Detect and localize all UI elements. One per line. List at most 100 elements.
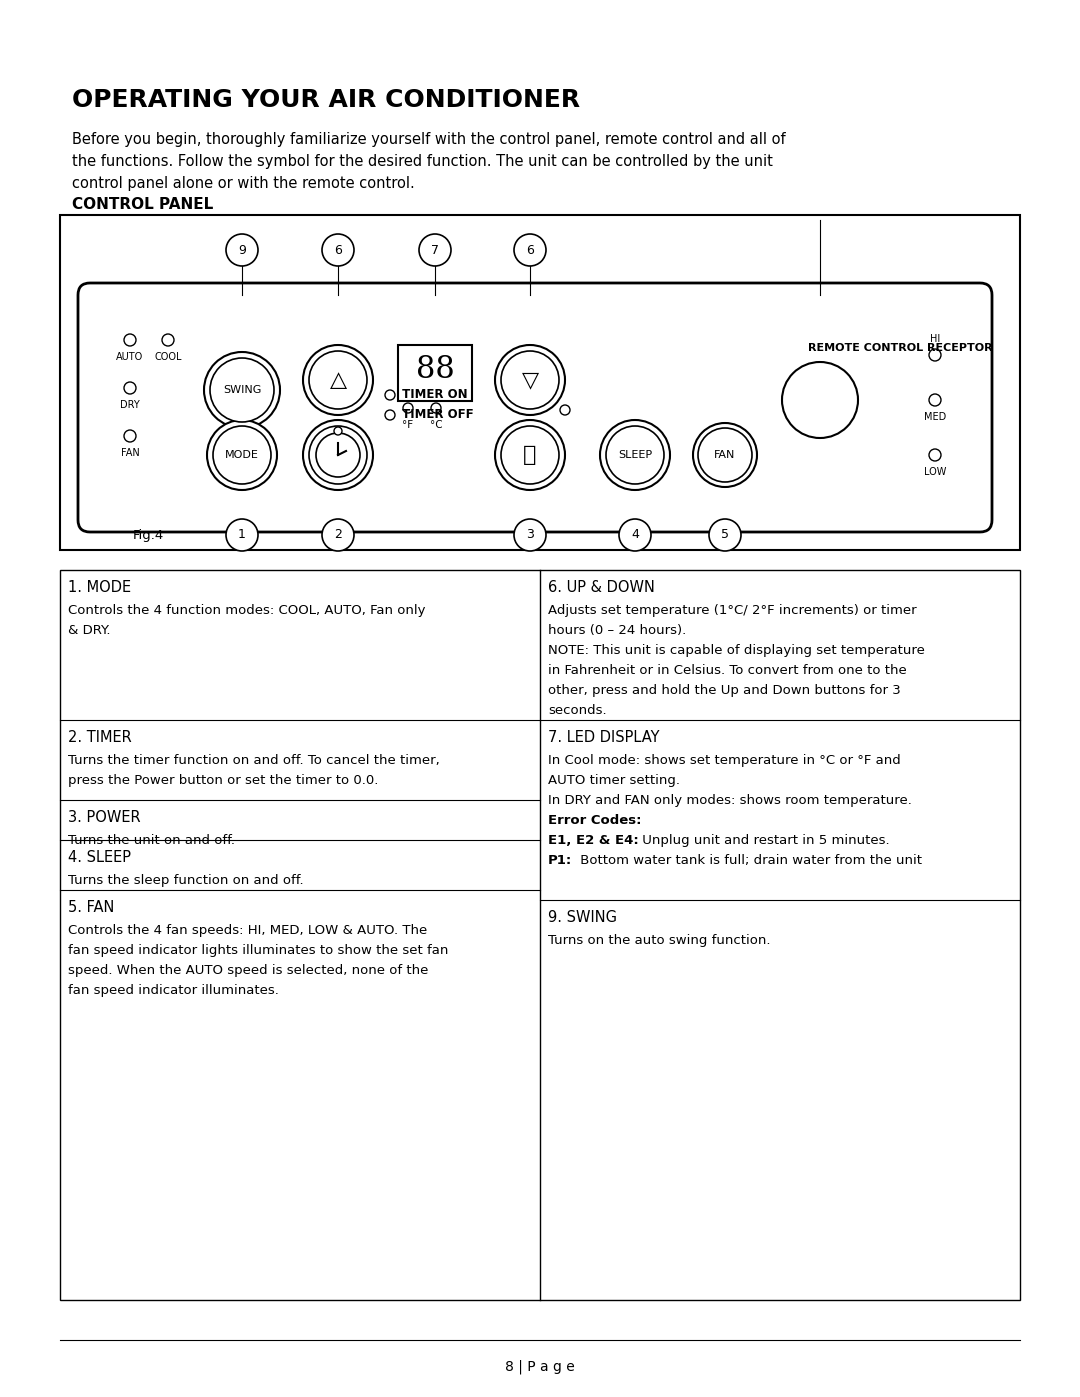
Circle shape — [226, 235, 258, 265]
Text: 7. LED DISPLAY: 7. LED DISPLAY — [548, 731, 660, 745]
Text: OPERATING YOUR AIR CONDITIONER: OPERATING YOUR AIR CONDITIONER — [72, 88, 580, 112]
Text: 🕐: 🕐 — [333, 446, 343, 464]
Circle shape — [316, 433, 360, 476]
Text: FAN: FAN — [121, 448, 139, 458]
Circle shape — [322, 235, 354, 265]
Text: in Fahrenheit or in Celsius. To convert from one to the: in Fahrenheit or in Celsius. To convert … — [548, 664, 907, 678]
Text: control panel alone or with the remote control.: control panel alone or with the remote c… — [72, 176, 415, 191]
Text: MED: MED — [923, 412, 946, 422]
Text: 4: 4 — [631, 528, 639, 542]
Bar — [60, 215, 1020, 550]
Circle shape — [162, 334, 174, 346]
Text: 3. POWER: 3. POWER — [68, 810, 140, 826]
Text: press the Power button or set the timer to 0.0.: press the Power button or set the timer … — [68, 774, 378, 787]
Circle shape — [782, 362, 858, 439]
Circle shape — [334, 427, 342, 434]
Text: Error Codes:: Error Codes: — [548, 814, 642, 827]
Text: AUTO: AUTO — [117, 352, 144, 362]
Text: 7: 7 — [431, 243, 438, 257]
Text: 6: 6 — [526, 243, 534, 257]
Text: 8 | P a g e: 8 | P a g e — [505, 1361, 575, 1375]
Text: seconds.: seconds. — [548, 704, 607, 717]
Circle shape — [606, 426, 664, 483]
Text: MODE: MODE — [225, 450, 259, 460]
Circle shape — [403, 402, 413, 414]
Text: 88: 88 — [416, 355, 455, 386]
Text: HI: HI — [930, 334, 940, 344]
Text: E1, E2 & E4:: E1, E2 & E4: — [548, 834, 638, 847]
Text: NOTE: This unit is capable of displaying set temperature: NOTE: This unit is capable of displaying… — [548, 644, 924, 657]
Circle shape — [514, 520, 546, 550]
Text: ▽: ▽ — [522, 370, 539, 390]
Circle shape — [561, 405, 570, 415]
FancyBboxPatch shape — [78, 284, 993, 532]
Text: 6: 6 — [334, 243, 342, 257]
Text: Before you begin, thoroughly familiarize yourself with the control panel, remote: Before you begin, thoroughly familiarize… — [72, 131, 785, 147]
Text: °C: °C — [430, 420, 443, 430]
Text: 2: 2 — [334, 528, 342, 542]
Text: Turns the timer function on and off. To cancel the timer,: Turns the timer function on and off. To … — [68, 754, 440, 767]
Circle shape — [619, 520, 651, 550]
Text: Unplug unit and restart in 5 minutes.: Unplug unit and restart in 5 minutes. — [638, 834, 890, 847]
Text: 5. FAN: 5. FAN — [68, 900, 114, 915]
Text: Controls the 4 fan speeds: HI, MED, LOW & AUTO. The: Controls the 4 fan speeds: HI, MED, LOW … — [68, 923, 428, 937]
Circle shape — [309, 351, 367, 409]
Text: COOL: COOL — [154, 352, 181, 362]
Text: AUTO timer setting.: AUTO timer setting. — [548, 774, 680, 787]
Text: 4. SLEEP: 4. SLEEP — [68, 849, 131, 865]
Text: Bottom water tank is full; drain water from the unit: Bottom water tank is full; drain water f… — [576, 854, 922, 868]
Text: TIMER OFF: TIMER OFF — [399, 408, 474, 422]
Circle shape — [525, 422, 535, 432]
Text: CONTROL PANEL: CONTROL PANEL — [72, 197, 213, 212]
Text: Fig.4: Fig.4 — [133, 528, 164, 542]
Text: TIMER ON: TIMER ON — [399, 388, 468, 401]
Circle shape — [708, 520, 741, 550]
Circle shape — [226, 520, 258, 550]
Circle shape — [431, 402, 441, 414]
Circle shape — [207, 420, 276, 490]
Text: Turns on the auto swing function.: Turns on the auto swing function. — [548, 935, 770, 947]
Text: 9. SWING: 9. SWING — [548, 909, 617, 925]
Text: fan speed indicator illuminates.: fan speed indicator illuminates. — [68, 983, 279, 997]
Text: speed. When the AUTO speed is selected, none of the: speed. When the AUTO speed is selected, … — [68, 964, 429, 977]
Circle shape — [124, 381, 136, 394]
Circle shape — [495, 345, 565, 415]
Text: 5: 5 — [721, 528, 729, 542]
Text: & DRY.: & DRY. — [68, 624, 110, 637]
Circle shape — [213, 426, 271, 483]
Text: fan speed indicator lights illuminates to show the set fan: fan speed indicator lights illuminates t… — [68, 944, 448, 957]
Circle shape — [204, 352, 280, 427]
Text: °F: °F — [403, 420, 414, 430]
Text: 1: 1 — [238, 528, 246, 542]
Text: SWING: SWING — [222, 386, 261, 395]
Circle shape — [124, 334, 136, 346]
Text: P1:: P1: — [548, 854, 572, 868]
Text: SLEEP: SLEEP — [618, 450, 652, 460]
Text: Adjusts set temperature (1°C/ 2°F increments) or timer: Adjusts set temperature (1°C/ 2°F increm… — [548, 604, 917, 617]
Text: 3: 3 — [526, 528, 534, 542]
Text: REMOTE CONTROL RECEPTOR: REMOTE CONTROL RECEPTOR — [808, 344, 993, 353]
Circle shape — [384, 409, 395, 420]
Text: 1. MODE: 1. MODE — [68, 580, 131, 595]
Circle shape — [501, 351, 559, 409]
Text: LOW: LOW — [923, 467, 946, 476]
Circle shape — [210, 358, 274, 422]
FancyBboxPatch shape — [399, 345, 472, 401]
Text: DRY: DRY — [120, 400, 140, 409]
Text: 2. TIMER: 2. TIMER — [68, 731, 132, 745]
Circle shape — [322, 520, 354, 550]
Circle shape — [929, 394, 941, 407]
Circle shape — [698, 427, 752, 482]
Circle shape — [419, 235, 451, 265]
Circle shape — [501, 426, 559, 483]
Text: the functions. Follow the symbol for the desired function. The unit can be contr: the functions. Follow the symbol for the… — [72, 154, 773, 169]
Text: Controls the 4 function modes: COOL, AUTO, Fan only: Controls the 4 function modes: COOL, AUT… — [68, 604, 426, 617]
Text: hours (0 – 24 hours).: hours (0 – 24 hours). — [548, 624, 686, 637]
Bar — [60, 570, 1020, 1301]
Circle shape — [929, 448, 941, 461]
Text: ⏻: ⏻ — [524, 446, 537, 465]
Text: In Cool mode: shows set temperature in °C or °F and: In Cool mode: shows set temperature in °… — [548, 754, 901, 767]
Circle shape — [384, 390, 395, 400]
Circle shape — [600, 420, 670, 490]
Text: 9: 9 — [238, 243, 246, 257]
